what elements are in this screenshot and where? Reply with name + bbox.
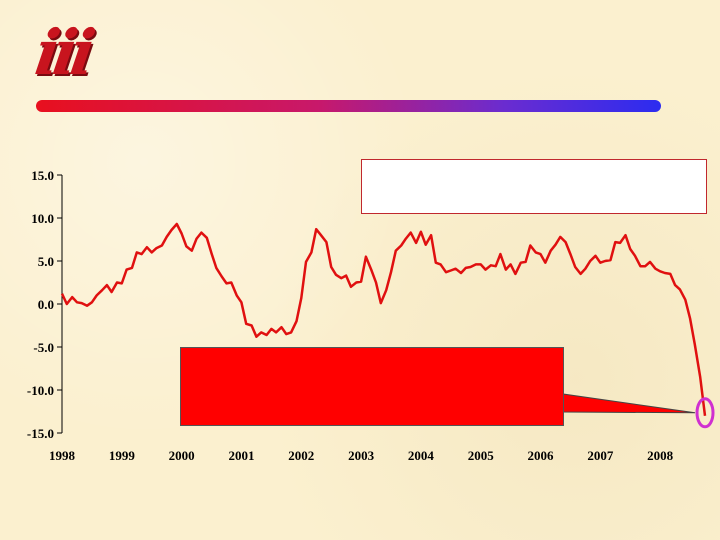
series-line <box>60 222 707 416</box>
x-tick-label: 2003 <box>348 448 375 463</box>
y-tick-label: -5.0 <box>33 340 54 355</box>
x-tick-label: 2004 <box>408 448 435 463</box>
y-tick-label: -15.0 <box>27 426 54 441</box>
y-tick-label: 15.0 <box>31 168 54 183</box>
x-tick-label: 1998 <box>49 448 76 463</box>
chart-title-box <box>361 159 707 214</box>
x-tick-label: 2002 <box>288 448 314 463</box>
x-axis-ticks: 1998 1999 2000 2001 2002 2003 2004 2005 2006 2007… <box>49 448 674 463</box>
x-tick-label: 2001 <box>228 448 254 463</box>
y-tick-label: -10.0 <box>27 383 54 398</box>
callout-box <box>180 347 564 426</box>
highlight-circle <box>695 397 715 429</box>
x-tick-label: 2005 <box>468 448 495 463</box>
logo-gradient-bar <box>36 100 661 112</box>
x-tick-label: 2008 <box>647 448 674 463</box>
y-tick-label: 0.0 <box>38 297 54 312</box>
x-tick-label: 2007 <box>587 448 614 463</box>
x-tick-label: 2006 <box>528 448 555 463</box>
y-tick-label: 10.0 <box>31 211 54 226</box>
x-tick-label: 1999 <box>109 448 136 463</box>
y-axis-ticks: 15.0 10.0 5.0 0.0 -5.0 -10.0 -15.0 <box>27 168 62 441</box>
callout-pointer <box>562 393 696 414</box>
x-tick-label: 2000 <box>169 448 195 463</box>
y-tick-label: 5.0 <box>38 254 54 269</box>
